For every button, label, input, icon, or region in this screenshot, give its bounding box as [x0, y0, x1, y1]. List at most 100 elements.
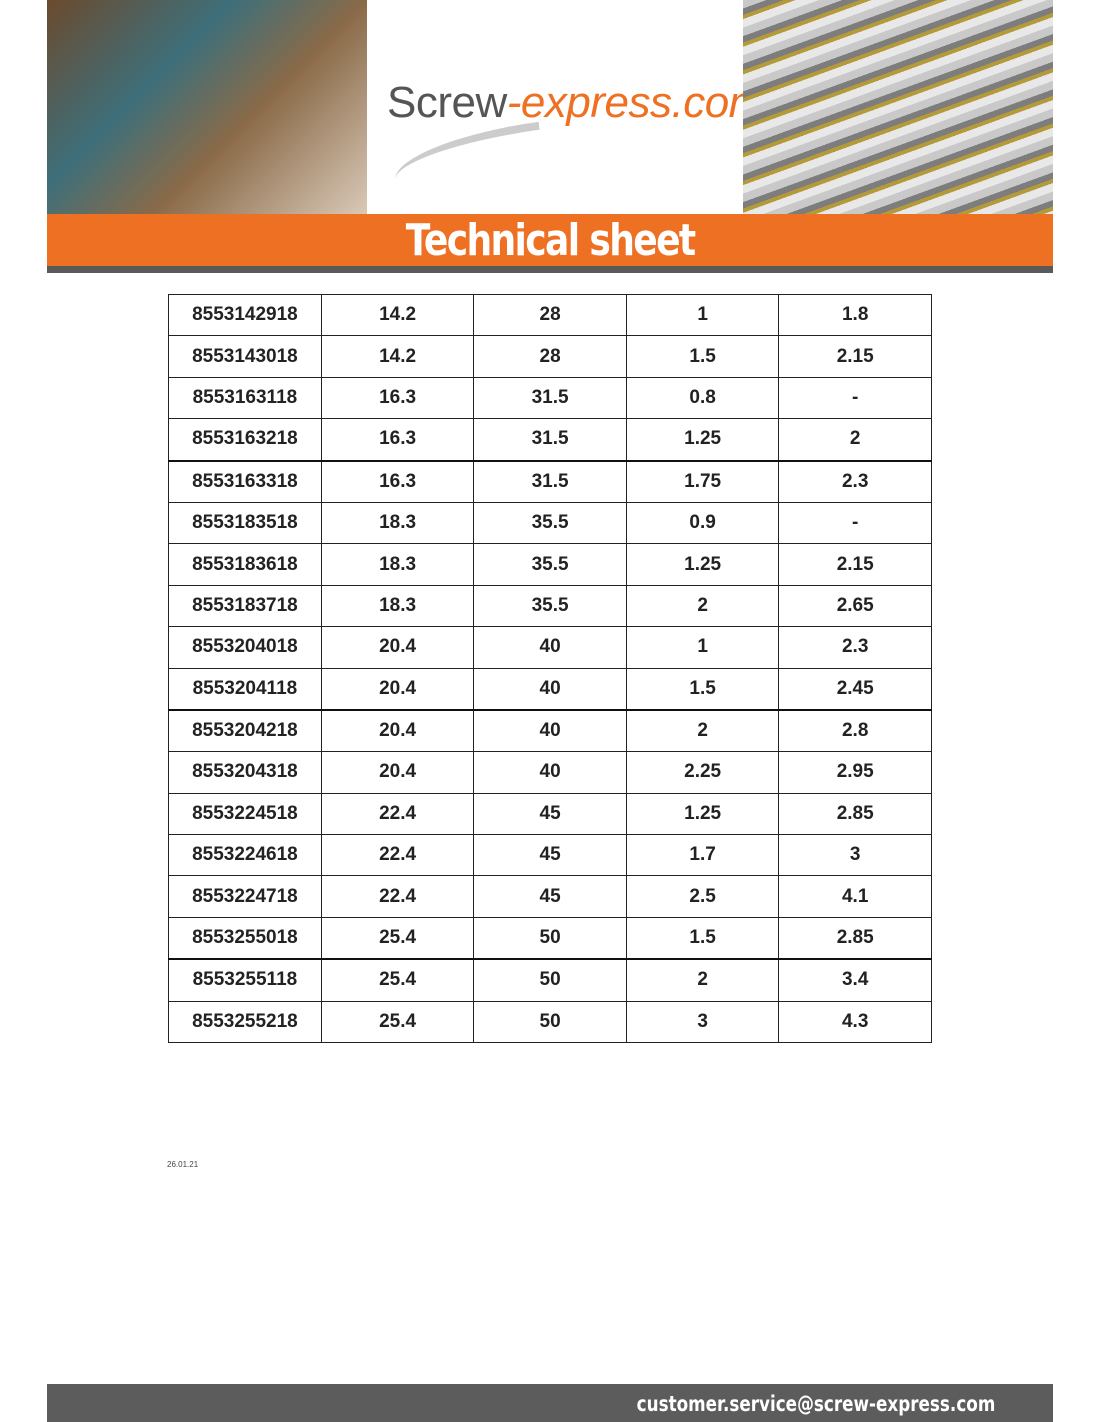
table-row: 8553142918 14.2 28 1 1.8 [168, 293, 932, 337]
table-cell: 35.5 [473, 543, 627, 586]
table-cell: 3.4 [778, 958, 932, 1002]
table-cell: 2 [625, 709, 780, 753]
table-cell: - [778, 501, 932, 545]
logo-text-1: Screw [387, 78, 507, 127]
logo-text-2: -express.com [506, 78, 766, 127]
table-cell: 45 [473, 834, 627, 877]
table-cell: 22.4 [320, 834, 475, 877]
header-banner: Screw-express.com [47, 0, 1053, 214]
table-cell: 8553255218 [168, 1000, 322, 1044]
table-cell: 8553142918 [168, 293, 322, 337]
table-cell: 28 [473, 293, 627, 337]
table-cell: 8553163118 [168, 376, 322, 420]
table-cell: 22.4 [320, 875, 475, 918]
table-cell: 2.95 [778, 751, 932, 794]
table-cell: 50 [473, 916, 627, 961]
table-cell: 1.5 [625, 667, 780, 711]
table-cell: 2.3 [778, 460, 932, 503]
table-cell: 2.15 [778, 335, 932, 378]
table-cell: 8553183618 [168, 543, 322, 586]
table-cell: 8553183718 [168, 584, 322, 628]
table-cell: 2.85 [778, 792, 932, 836]
table-cell: 8553224618 [168, 834, 322, 877]
table-cell: 1.25 [625, 792, 780, 836]
table-cell: 31.5 [473, 418, 627, 462]
table-cell: 1.5 [625, 335, 780, 378]
table-cell: 2 [778, 418, 932, 462]
table-row: 8553163318 16.3 31.5 1.75 2.3 [168, 460, 932, 503]
table-cell: 25.4 [320, 958, 475, 1002]
table-cell: 2.8 [778, 709, 932, 753]
table-cell: 25.4 [320, 916, 475, 961]
table-cell: 25.4 [320, 1000, 475, 1044]
footer-email[interactable]: customer.service@screw-express.com [636, 1392, 995, 1416]
table-row: 8553255118 25.4 50 2 3.4 [168, 958, 932, 1002]
table-cell: 8553204218 [168, 709, 322, 753]
table-cell: 31.5 [473, 460, 627, 503]
tools-photo [47, 0, 367, 214]
table-cell: 1 [625, 626, 780, 669]
table-cell: 18.3 [320, 543, 475, 586]
page-title: Technical sheet [405, 215, 696, 266]
table-cell: 0.9 [625, 501, 780, 545]
footer: customer.service@screw-express.com [47, 1384, 1053, 1422]
logo: Screw-express.com [387, 78, 765, 128]
table-row: 8553204218 20.4 40 2 2.8 [168, 709, 932, 753]
table-cell: 1.75 [625, 460, 780, 503]
table-cell: 20.4 [320, 709, 475, 753]
table-cell: 50 [473, 1000, 627, 1044]
table-cell: 1.7 [625, 834, 780, 877]
table-cell: 2 [625, 584, 780, 628]
table-row: 8553224618 22.4 45 1.7 3 [168, 834, 932, 877]
table-cell: 31.5 [473, 376, 627, 420]
table-cell: 2.45 [778, 667, 932, 711]
table-cell: 35.5 [473, 501, 627, 545]
table-cell: 1.8 [778, 293, 932, 337]
table-row: 8553255018 25.4 50 1.5 2.85 [168, 916, 932, 961]
table-cell: 40 [473, 626, 627, 669]
table-cell: 0.8 [625, 376, 780, 420]
table-cell: 4.3 [778, 1000, 932, 1044]
table-cell: 40 [473, 709, 627, 753]
table-cell: 4.1 [778, 875, 932, 918]
table-cell: 40 [473, 751, 627, 794]
table-row: 8553163118 16.3 31.5 0.8- [168, 376, 932, 420]
title-band: Technical sheet [47, 214, 1053, 266]
table-cell: 8553183518 [168, 501, 322, 545]
table-cell: 8553224718 [168, 875, 322, 918]
table-cell: 8553204318 [168, 751, 322, 794]
table-cell: 16.3 [320, 418, 475, 462]
table-cell: 2.65 [778, 584, 932, 628]
table-cell: 8553163318 [168, 460, 322, 503]
table-cell: 8553204018 [168, 626, 322, 669]
table-cell: 14.2 [320, 335, 475, 378]
table-cell: 8553204118 [168, 667, 322, 711]
table-row: 8553143018 14.2 28 1.5 2.15 [168, 335, 932, 378]
table-cell: 2.85 [778, 916, 932, 961]
table-cell: 8553224518 [168, 792, 322, 836]
screws-photo [743, 0, 1053, 214]
table-cell: 20.4 [320, 667, 475, 711]
logo-swoosh [390, 121, 544, 181]
table-cell: 2 [625, 958, 780, 1002]
table-row: 8553183718 18.3 35.5 2 2.65 [168, 584, 932, 628]
table-cell: 1 [625, 293, 780, 337]
table-row: 8553183618 18.3 35.5 1.25 2.15 [168, 543, 932, 586]
table-cell: 18.3 [320, 584, 475, 628]
table-row: 8553224718 22.4 45 2.5 4.1 [168, 875, 932, 918]
table-cell: 2.25 [625, 751, 780, 794]
table-cell: 22.4 [320, 792, 475, 836]
table-cell: 8553143018 [168, 335, 322, 378]
date: 26.01.21 [167, 1160, 199, 1169]
table-cell: 16.3 [320, 460, 475, 503]
table-cell: 18.3 [320, 501, 475, 545]
table-cell: 3 [778, 834, 932, 877]
table-row: 8553204018 20.4 40 1 2.3 [168, 626, 932, 669]
table-row: 8553204118 20.4 40 1.5 2.45 [168, 667, 932, 711]
table-cell: 35.5 [473, 584, 627, 628]
table-cell: 1.25 [625, 543, 780, 586]
spec-table: 8553142918 14.2 28 1 1.8 8553143018 14.2 28 1.5 2… [168, 293, 932, 1044]
divider [47, 266, 1053, 273]
table-row: 8553224518 22.4 45 1.25 2.85 [168, 792, 932, 836]
table-cell: 8553255018 [168, 916, 322, 961]
